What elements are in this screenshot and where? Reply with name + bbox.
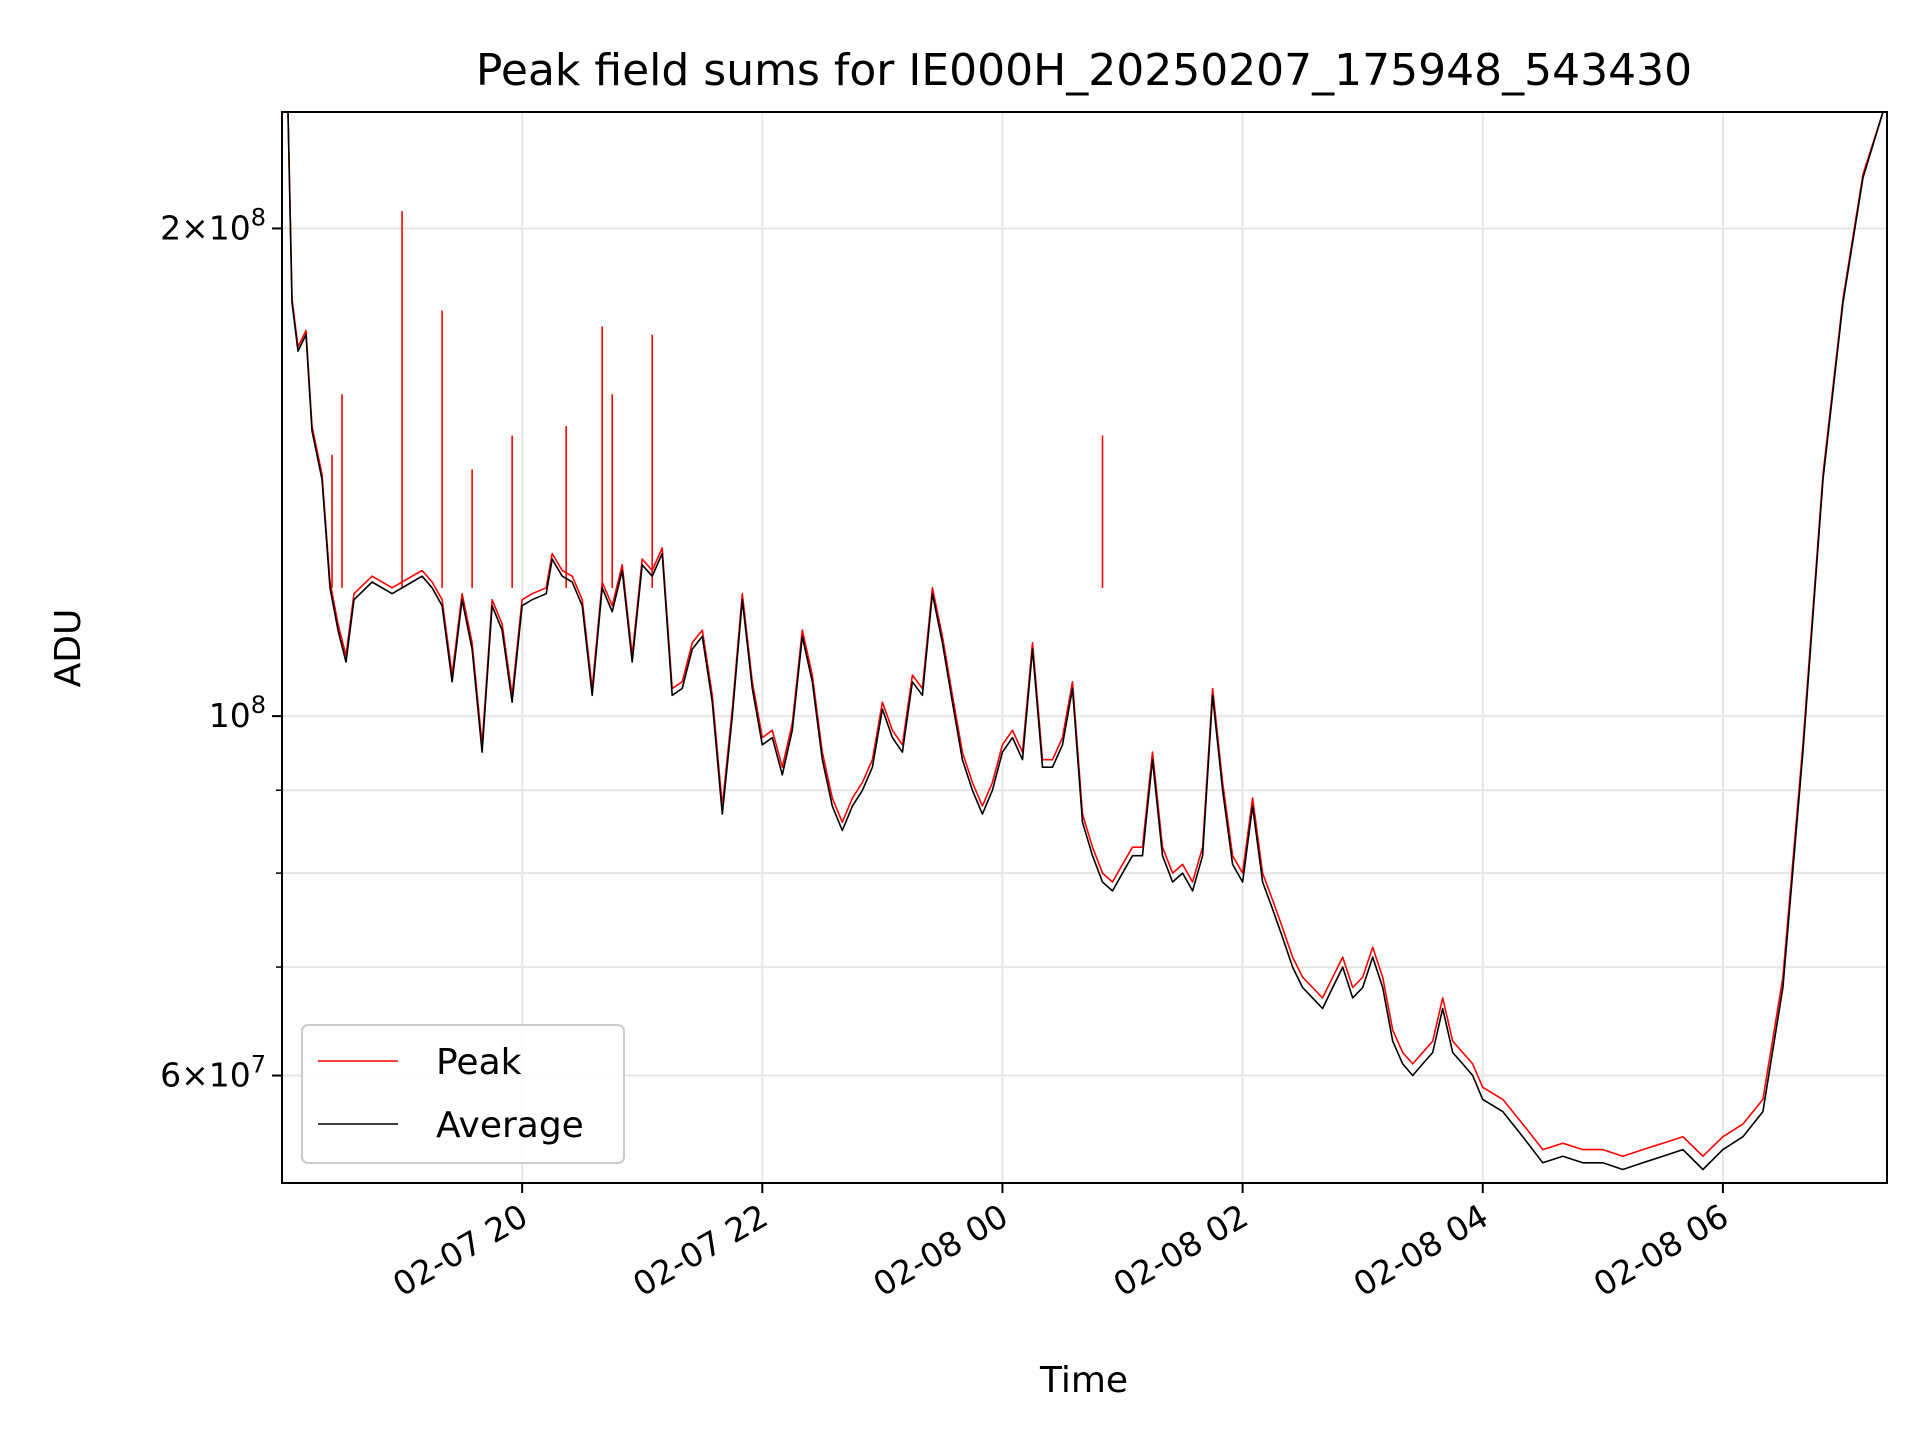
y-axis: 2×108 108 6×107 (160, 203, 282, 1095)
y-tick-label: 6×107 (160, 1051, 266, 1095)
series-line-peak (287, 112, 1884, 1157)
series-group (287, 112, 1884, 1171)
legend-label-average: Average (436, 1105, 584, 1146)
series-line-average (287, 112, 1884, 1171)
plot-area (287, 112, 1884, 1171)
chart-title: Peak field sums for IE000H_20250207_1759… (476, 45, 1692, 96)
y-axis-label: ADU (48, 609, 89, 688)
legend-label-peak: Peak (436, 1042, 522, 1083)
y-tick-label: 2×108 (160, 203, 266, 247)
y-tick-label: 108 (209, 691, 266, 735)
legend: Peak Average (301, 1024, 625, 1164)
legend-box (301, 1024, 625, 1164)
x-axis-label: Time (1039, 1360, 1128, 1401)
axes-frame (281, 111, 1888, 1184)
